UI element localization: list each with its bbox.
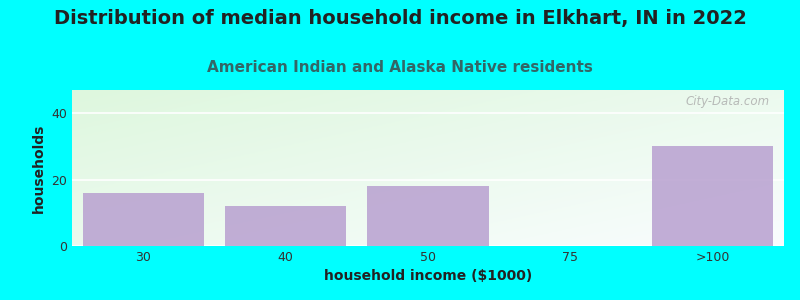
Bar bbox=[367, 186, 489, 246]
Text: Distribution of median household income in Elkhart, IN in 2022: Distribution of median household income … bbox=[54, 9, 746, 28]
Bar bbox=[82, 193, 204, 246]
Text: City-Data.com: City-Data.com bbox=[686, 95, 770, 108]
Text: American Indian and Alaska Native residents: American Indian and Alaska Native reside… bbox=[207, 60, 593, 75]
Bar bbox=[225, 206, 346, 246]
Y-axis label: households: households bbox=[32, 123, 46, 213]
Bar bbox=[652, 146, 774, 246]
X-axis label: household income ($1000): household income ($1000) bbox=[324, 269, 532, 284]
